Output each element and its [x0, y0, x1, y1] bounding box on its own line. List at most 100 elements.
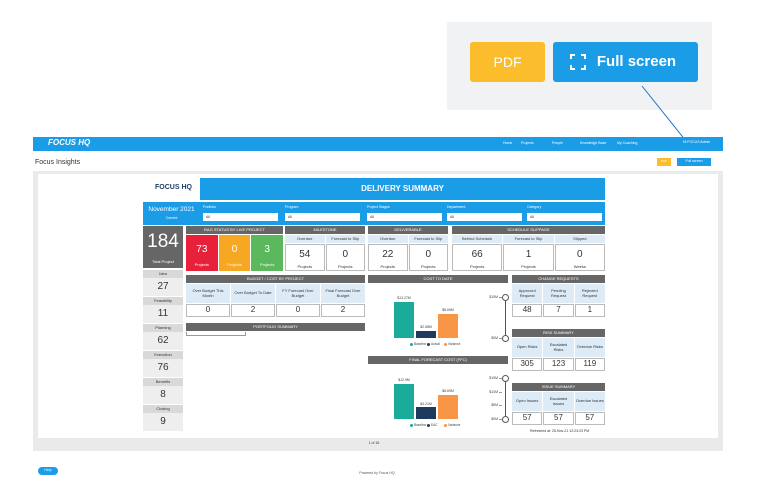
legend-label: EAC — [431, 423, 438, 427]
nav-user[interactable]: Hi FOCUS Admin — [683, 140, 711, 144]
filter-dropdown[interactable]: All — [527, 213, 602, 221]
rag-unit: Projects — [194, 261, 210, 267]
stage-label: Execution — [143, 351, 183, 359]
kpi-label: Overdue — [368, 235, 408, 243]
rag-value: 0 — [231, 243, 238, 255]
stage-value: 76 — [143, 359, 183, 377]
kpi-label: Over Budget To Date — [231, 284, 275, 303]
filter-dropdown[interactable]: All — [203, 213, 278, 221]
rag-tile — [251, 235, 283, 271]
kpi-cell — [503, 244, 554, 271]
slider-handle[interactable] — [502, 294, 509, 301]
kpi-group-title: RISK SUMMARY — [512, 329, 605, 337]
stage-label: Benefits — [143, 378, 183, 386]
nav-item[interactable]: Home — [503, 141, 513, 145]
legend-swatch — [427, 343, 430, 346]
nav-item[interactable]: Projects — [521, 141, 534, 145]
y-tick-label: $0M — [491, 336, 498, 340]
legend-label: Variance — [448, 342, 461, 346]
stage-value: 27 — [143, 278, 183, 296]
kpi-value: 2 — [250, 305, 256, 315]
fullscreen-button[interactable]: Full screen — [677, 158, 711, 166]
stage-value: 11 — [143, 305, 183, 323]
nav-item[interactable]: People — [552, 141, 563, 145]
kpi-label: Overdue — [285, 235, 325, 243]
stage-label: Closing — [143, 405, 183, 413]
kpi-value: 66 — [471, 248, 483, 260]
nav-item[interactable]: My Coaching — [617, 141, 638, 145]
filter-dropdown[interactable]: All — [447, 213, 522, 221]
kpi-value: 22 — [382, 248, 394, 260]
kpi-value: 7 — [556, 305, 561, 315]
footer: Powered by Focus HQ — [359, 471, 395, 476]
kpi-unit: Projects — [297, 264, 312, 270]
pdf-button[interactable]: PDF — [657, 158, 671, 166]
kpi-cell — [512, 358, 543, 371]
kpi-unit: Projects — [421, 264, 436, 270]
filter-dropdown[interactable]: All — [285, 213, 360, 221]
kpi-cell — [574, 358, 605, 371]
legend-label: Actual — [431, 342, 440, 346]
portfolio-summary-title: PORTFOLIO SUMMARY — [186, 323, 365, 331]
bar — [416, 407, 436, 419]
y-tick — [499, 391, 502, 393]
kpi-cell — [321, 304, 365, 317]
kpi-cell — [368, 244, 408, 271]
kpi-value: 0 — [425, 248, 432, 260]
kpi-cell — [574, 412, 605, 425]
kpi-unit: Weeks — [573, 264, 586, 270]
kpi-cell — [543, 358, 574, 371]
kpi-label: Rejected Request — [574, 284, 605, 303]
kpi-label: Approved Request — [512, 284, 543, 303]
slider-handle[interactable] — [502, 416, 509, 423]
callout-icon — [570, 54, 586, 70]
rag-tile — [218, 235, 251, 271]
filter-label: Category — [527, 205, 542, 209]
kpi-value: 57 — [522, 413, 532, 423]
nav-logo[interactable]: FOCUS HQ — [48, 138, 91, 147]
dash-logo: FOCUS HQ — [155, 184, 192, 191]
kpi-group-title: ISSUE SUMMARY — [512, 383, 605, 391]
legend-label: Baseline — [414, 423, 427, 427]
dash-title: DELIVERY SUMMARY — [200, 178, 605, 200]
kpi-label: Forecast to Slip — [503, 235, 554, 243]
rag-value: 3 — [264, 243, 270, 255]
kpi-cell — [325, 244, 365, 271]
bar-label: $12.9M — [398, 377, 410, 382]
slider-handle[interactable] — [502, 335, 509, 342]
kpi-value: 0 — [342, 248, 349, 260]
kpi-group-title: RAG STATUS BY LIVE PROJECT — [186, 226, 283, 234]
kpi-label: Escalated Issues — [543, 392, 574, 411]
pager[interactable]: 1 of 16 — [368, 441, 380, 446]
period-sub: Current — [165, 216, 178, 221]
filter-dropdown[interactable]: All — [367, 213, 442, 221]
help-button[interactable]: Help — [38, 467, 58, 475]
kpi-cell — [285, 244, 325, 271]
pdf-button-zoom[interactable]: PDF — [470, 42, 545, 82]
legend-label: Variance — [448, 423, 461, 427]
kpi-value: 123 — [551, 359, 566, 369]
filter-label: Department — [447, 205, 466, 209]
kpi-label: Overdue Issues — [574, 392, 605, 411]
total-label: Total Project — [143, 257, 183, 268]
y-tick — [499, 338, 502, 339]
period: November 2021 — [148, 205, 195, 213]
kpi-group-title: CHANGE REQUESTS — [512, 275, 605, 283]
rag-unit: Projects — [227, 261, 242, 267]
bar-label: $13.27M — [397, 295, 411, 300]
fullscreen-button-zoom[interactable]: Full screen — [553, 42, 698, 82]
bar-label: $8.69M — [442, 389, 454, 394]
slider-handle[interactable] — [502, 375, 509, 382]
kpi-cell — [186, 304, 230, 317]
kpi-cell — [512, 412, 543, 425]
legend-swatch — [427, 424, 430, 427]
y-tick-label: $15M — [489, 295, 498, 299]
kpi-label: Overdue Risks — [574, 338, 605, 357]
kpi-group-title: DELIVERABLE — [368, 226, 448, 234]
bar — [416, 330, 436, 338]
nav-item[interactable]: Knowledge Base — [580, 141, 607, 145]
total-value: 184 — [143, 226, 183, 258]
legend-swatch — [410, 424, 413, 427]
